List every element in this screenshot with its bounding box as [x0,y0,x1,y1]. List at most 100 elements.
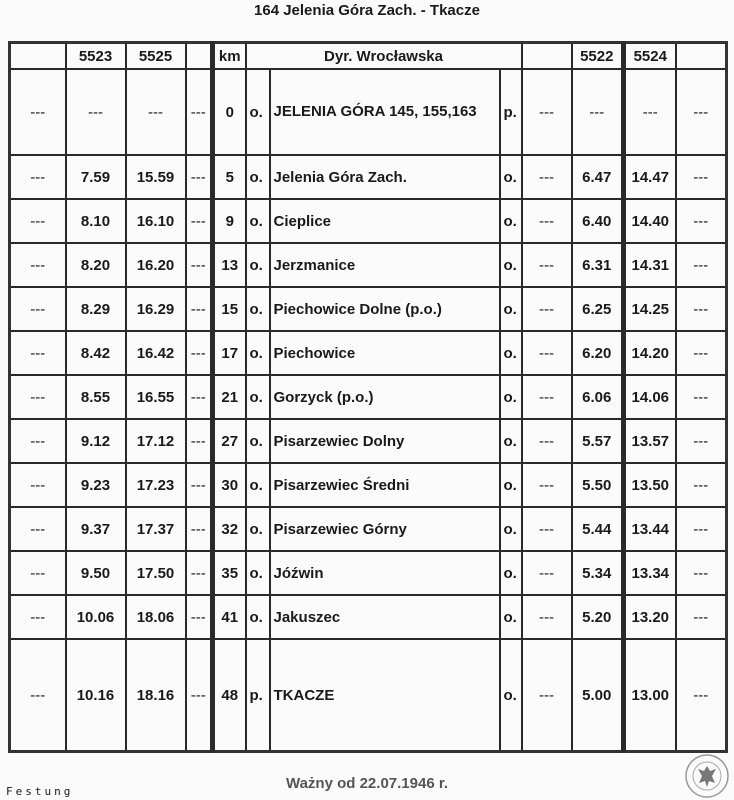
col-a: --- [8,242,67,288]
km: 27 [210,418,247,464]
table-row: --- 8.10 16.10 --- 9 o. Cieplice o. --- 6.40 14.40… [8,198,728,244]
col-l: --- [674,154,728,200]
train-5522-time: 6.40 [570,198,625,244]
validity-note: Ważny od 22.07.1946 r. [285,775,449,792]
train-5524-time: 14.25 [621,286,677,332]
arr-dep-mark-return: p. [498,68,523,156]
train-5524-time: 14.20 [621,330,677,376]
header-cell [674,41,728,70]
station-name: Pisarzewiec Górny [268,506,501,552]
train-5522-time: 5.20 [570,594,625,640]
col-i: --- [520,594,573,640]
train-5522-time: 5.34 [570,550,625,596]
arr-dep-mark: p. [244,638,271,753]
arr-dep-mark: o. [244,242,271,288]
train-5524-time: 14.40 [621,198,677,244]
arr-dep-mark-return: o. [498,462,523,508]
col-i: --- [520,506,573,552]
col-i: --- [520,462,573,508]
header-cell [8,41,67,70]
arr-dep-mark-return: o. [498,418,523,464]
arr-dep-mark: o. [244,418,271,464]
col-a: --- [8,550,67,596]
train-5522-time: 6.47 [570,154,625,200]
col-i: --- [520,154,573,200]
station-name: TKACZE [268,638,501,753]
col-d: --- [184,550,214,596]
train-5523-time: 10.16 [64,638,127,753]
header-directorate: Dyr. Wrocławska [244,41,523,70]
train-5524-time: 14.06 [621,374,677,420]
col-a: --- [8,506,67,552]
arr-dep-mark-return: o. [498,638,523,753]
arr-dep-mark-return: o. [498,594,523,640]
train-5525-time: 17.12 [124,418,187,464]
train-5524-time: 13.50 [621,462,677,508]
km: 41 [210,594,247,640]
col-l: --- [674,594,728,640]
col-a: --- [8,462,67,508]
table-row: --- 10.16 18.16 --- 48 p. TKACZE o. --- 5.00 13.00… [8,638,728,753]
station-name: Piechowice Dolne (p.o.) [268,286,501,332]
col-a: --- [8,198,67,244]
col-d: --- [184,198,214,244]
col-a: --- [8,286,67,332]
km: 15 [210,286,247,332]
arr-dep-mark: o. [244,330,271,376]
km: 9 [210,198,247,244]
col-a: --- [8,68,67,156]
corner-label: Festung [6,785,74,798]
col-l: --- [674,506,728,552]
arr-dep-mark-return: o. [498,198,523,244]
arr-dep-mark-return: o. [498,550,523,596]
train-5525-time: 18.16 [124,638,187,753]
train-5524-time: --- [621,68,677,156]
arr-dep-mark: o. [244,462,271,508]
col-l: --- [674,286,728,332]
km: 17 [210,330,247,376]
train-5525-time: 17.23 [124,462,187,508]
col-i: --- [520,68,573,156]
col-d: --- [184,286,214,332]
train-5523-time: 9.23 [64,462,127,508]
train-5523-time: 7.59 [64,154,127,200]
table-row: --- 9.23 17.23 --- 30 o. Pisarzewiec Średni o. -… [8,462,728,508]
station-name: Jóźwin [268,550,501,596]
train-5523-time: 10.06 [64,594,127,640]
train-5524-time: 14.47 [621,154,677,200]
header-train-5525: 5525 [124,41,187,70]
arr-dep-mark: o. [244,154,271,200]
arr-dep-mark: o. [244,68,271,156]
col-d: --- [184,594,214,640]
km: 35 [210,550,247,596]
col-l: --- [674,462,728,508]
train-5525-time: 16.55 [124,374,187,420]
col-a: --- [8,330,67,376]
col-l: --- [674,550,728,596]
km: 5 [210,154,247,200]
header-row: 5523 5525 km Dyr. Wrocławska 5522 5524 [8,41,728,70]
col-a: --- [8,638,67,753]
col-d: --- [184,638,214,753]
station-name: Jerzmanice [268,242,501,288]
arr-dep-mark: o. [244,506,271,552]
train-5525-time: 15.59 [124,154,187,200]
page-title: 164 Jelenia Góra Zach. - Tkacze [254,2,480,19]
col-i: --- [520,330,573,376]
col-l: --- [674,198,728,244]
col-l: --- [674,330,728,376]
train-5522-time: 6.06 [570,374,625,420]
table-row: --- 8.29 16.29 --- 15 o. Piechowice Dolne (p.o… [8,286,728,332]
arr-dep-mark-return: o. [498,242,523,288]
train-5523-time: 8.20 [64,242,127,288]
arr-dep-mark-return: o. [498,154,523,200]
col-l: --- [674,638,728,753]
col-d: --- [184,154,214,200]
station-name: Pisarzewiec Średni [268,462,501,508]
train-5522-time: 5.44 [570,506,625,552]
col-d: --- [184,242,214,288]
col-i: --- [520,374,573,420]
header-cell [520,41,573,70]
train-5524-time: 13.00 [621,638,677,753]
arr-dep-mark-return: o. [498,374,523,420]
